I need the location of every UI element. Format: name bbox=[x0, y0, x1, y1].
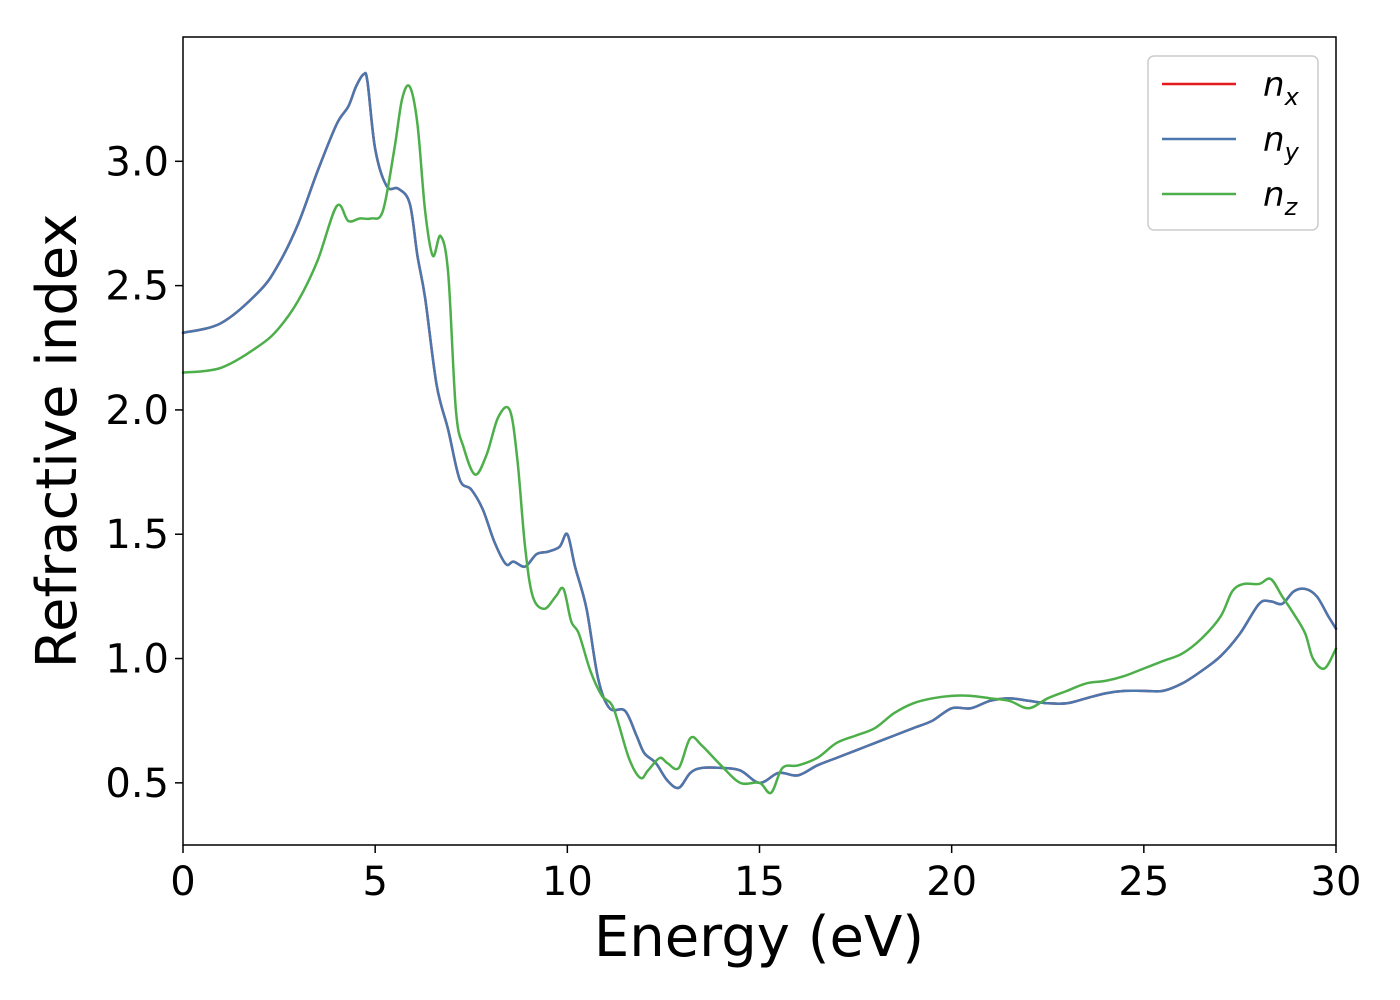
x-tick-label: 15 bbox=[734, 859, 785, 905]
legend-label-z: nz bbox=[1263, 175, 1299, 221]
y-tick-label: 3.0 bbox=[105, 139, 169, 185]
y-axis-label: Refractive index bbox=[25, 214, 90, 669]
x-tick-label: 30 bbox=[1311, 859, 1362, 905]
y-tick-label: 0.5 bbox=[105, 761, 169, 807]
legend: nx ny nz bbox=[1147, 55, 1319, 231]
series-line-z bbox=[181, 84, 1338, 795]
y-tick-label: 1.0 bbox=[105, 637, 169, 683]
plot-area bbox=[183, 37, 1336, 845]
x-tick-label: 10 bbox=[542, 859, 593, 905]
y-tick-label: 2.0 bbox=[105, 388, 169, 434]
y-tick-label: 2.5 bbox=[105, 264, 169, 310]
x-tick-label: 0 bbox=[170, 859, 195, 905]
y-tick-label: 1.5 bbox=[105, 512, 169, 558]
series-line-y bbox=[181, 71, 1338, 790]
x-tick-label: 20 bbox=[926, 859, 977, 905]
legend-label-y: ny bbox=[1263, 120, 1300, 166]
y-axis-ticks: 0.5 1.0 1.5 2.0 2.5 3.0 bbox=[105, 139, 183, 807]
x-tick-label: 25 bbox=[1118, 859, 1169, 905]
legend-label-x: nx bbox=[1263, 65, 1300, 111]
x-axis-label: Energy (eV) bbox=[594, 905, 924, 970]
series-layer bbox=[181, 71, 1338, 795]
x-tick-label: 5 bbox=[362, 859, 387, 905]
legend-box bbox=[1147, 55, 1319, 231]
x-axis-ticks: 0 5 10 15 20 25 30 bbox=[170, 845, 1361, 905]
